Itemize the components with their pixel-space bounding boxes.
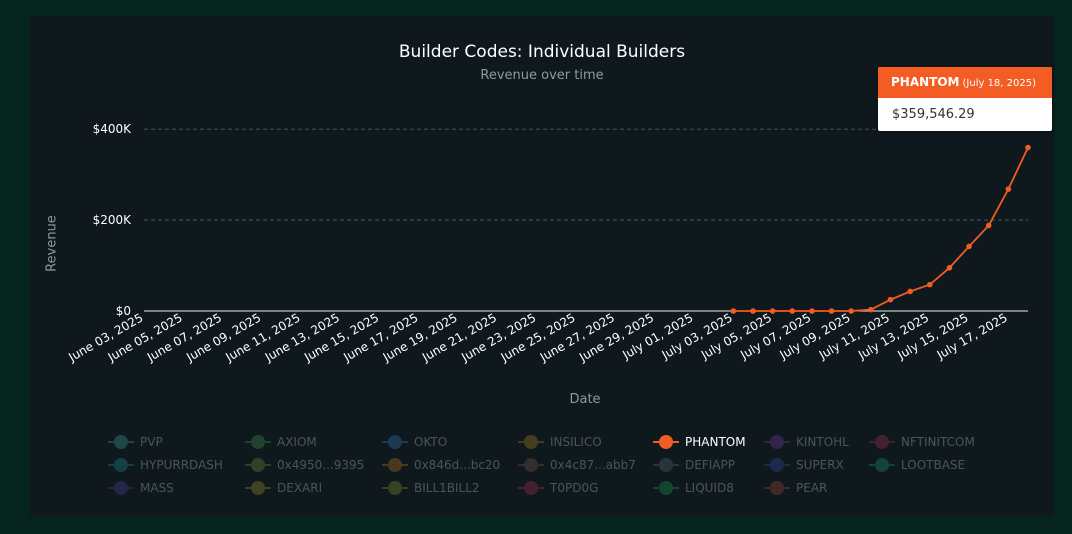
chart-card: $0 $200K $400K June 03, 2025 June 05, 2025 J… (30, 16, 1054, 516)
legend-label: 0x846d...bc20 (414, 458, 501, 472)
chart-subtitle: Revenue over time (480, 68, 604, 83)
legend-marker-icon (108, 455, 134, 475)
legend-item-dexari[interactable]: DEXARI (245, 478, 322, 498)
data-point[interactable] (985, 222, 992, 229)
data-point[interactable] (750, 308, 756, 314)
legend-marker-icon (518, 455, 544, 475)
tooltip-date: (July 18, 2025) (962, 78, 1037, 89)
data-point[interactable] (1005, 186, 1012, 192)
data-point[interactable] (966, 243, 972, 250)
tooltip-value: $359,546.29 (892, 107, 975, 122)
legend-item-0x4950-9395[interactable]: 0x4950...9395 (245, 455, 364, 475)
data-point[interactable] (868, 306, 874, 313)
legend-item-superx[interactable]: SUPERX (764, 455, 844, 475)
legend-item-liquid8[interactable]: LIQUID8 (653, 478, 734, 498)
legend-item-hypurrdash[interactable]: HYPURRDASH (108, 455, 223, 475)
legend-label: MASS (140, 481, 174, 495)
y-tick-label: $400K (93, 122, 133, 136)
series-line-phantom (733, 147, 1029, 312)
legend-label: HYPURRDASH (140, 458, 223, 472)
series-layer (730, 144, 1031, 314)
chart-title: Builder Codes: Individual Builders (398, 42, 686, 62)
legend-marker-icon (382, 478, 408, 498)
legend-label: NFTINITCOM (901, 435, 975, 449)
legend-label: T0PD0G (550, 481, 599, 495)
legend-marker-icon (764, 432, 790, 452)
legend-marker-icon (653, 455, 679, 475)
legend-item-defiapp[interactable]: DEFIAPP (653, 455, 735, 475)
legend-label: LOOTBASE (901, 458, 966, 472)
legend-item-axiom[interactable]: AXIOM (245, 432, 317, 452)
data-point[interactable] (769, 308, 776, 314)
legend-label: 0x4c87...abb7 (550, 458, 636, 472)
data-point[interactable] (926, 281, 933, 288)
data-point[interactable] (730, 308, 737, 314)
legend-item-insilico[interactable]: INSILICO (518, 432, 602, 452)
legend-marker-icon (245, 432, 271, 452)
legend-item-nftinitcom[interactable]: NFTINITCOM (869, 432, 975, 452)
legend-label: PVP (140, 435, 163, 449)
legend-label: INSILICO (550, 435, 602, 449)
legend-marker-icon (245, 478, 271, 498)
legend: PVP AXIOM OKTO INSILICO PHANTOM KINTOHL NFTINI… (108, 432, 1048, 512)
data-point[interactable] (789, 308, 796, 314)
legend-marker-icon (518, 478, 544, 498)
data-point[interactable] (946, 264, 953, 271)
legend-label: BILL1BILL2 (414, 481, 480, 495)
legend-label: DEXARI (277, 481, 323, 495)
grid-layer (144, 128, 1028, 312)
legend-item-kintohl[interactable]: KINTOHL (764, 432, 849, 452)
data-point[interactable] (848, 308, 854, 314)
legend-item-pear[interactable]: PEAR (764, 478, 827, 498)
legend-item-0x4c87-abb7[interactable]: 0x4c87...abb7 (518, 455, 636, 475)
legend-item-lootbase[interactable]: LOOTBASE (869, 455, 965, 475)
legend-marker-icon (653, 478, 679, 498)
legend-label: PHANTOM (685, 435, 746, 449)
data-point[interactable] (907, 288, 913, 295)
legend-marker-icon (518, 432, 544, 452)
legend-marker-icon (764, 455, 790, 475)
legend-marker-icon (764, 478, 790, 498)
legend-item-okto[interactable]: OKTO (382, 432, 447, 452)
data-point[interactable] (1025, 144, 1031, 151)
legend-label: OKTO (414, 435, 448, 449)
legend-label: KINTOHL (796, 435, 849, 449)
legend-marker-icon (382, 455, 408, 475)
legend-marker-icon (108, 432, 134, 452)
legend-item-pvp[interactable]: PVP (108, 432, 163, 452)
y-tick-label: $0 (116, 304, 131, 318)
legend-label: SUPERX (796, 458, 844, 472)
legend-marker-icon (245, 455, 271, 475)
legend-marker-icon (108, 478, 134, 498)
legend-label: LIQUID8 (685, 481, 734, 495)
data-point[interactable] (887, 296, 894, 303)
legend-label: PEAR (796, 481, 828, 495)
y-tick-label: $200K (93, 213, 133, 227)
legend-marker-icon (869, 455, 895, 475)
legend-item-0x846d-bc20[interactable]: 0x846d...bc20 (382, 455, 500, 475)
x-axis-label: Date (569, 392, 601, 407)
legend-item-phantom[interactable]: PHANTOM (653, 432, 746, 452)
legend-label: DEFIAPP (685, 458, 735, 472)
data-point[interactable] (809, 308, 815, 314)
legend-marker-icon (869, 432, 895, 452)
hover-tooltip: PHANTOM (July 18, 2025) $359,546.29 (878, 67, 1052, 131)
y-axis-ticks: $0 $200K $400K (93, 122, 133, 318)
legend-marker-icon (653, 432, 679, 452)
tooltip-series: PHANTOM (891, 75, 960, 89)
legend-item-t0pd0g[interactable]: T0PD0G (518, 478, 598, 498)
data-point[interactable] (828, 308, 835, 314)
legend-item-bill1bill2[interactable]: BILL1BILL2 (382, 478, 480, 498)
legend-item-mass[interactable]: MASS (108, 478, 174, 498)
legend-label: 0x4950...9395 (277, 458, 365, 472)
legend-marker-icon (382, 432, 408, 452)
tooltip-header: PHANTOM (July 18, 2025) (878, 67, 1052, 98)
legend-label: AXIOM (277, 435, 317, 449)
y-axis-label: Revenue (44, 215, 60, 272)
